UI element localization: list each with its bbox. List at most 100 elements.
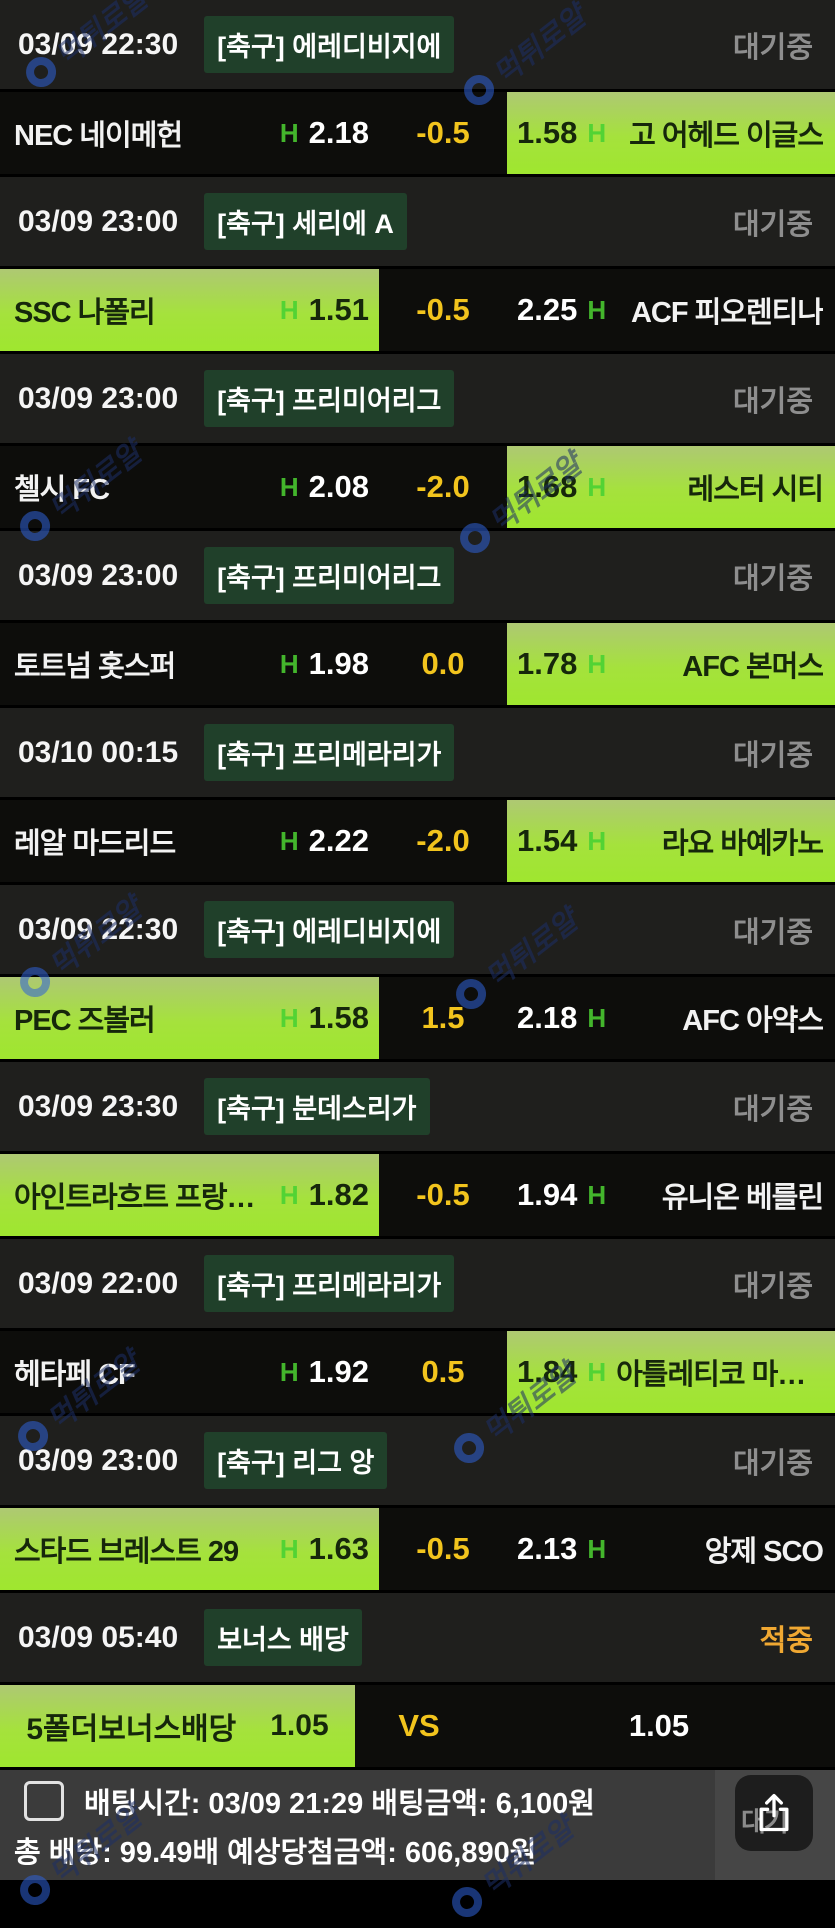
match-time: 03/09 23:30 [18,1089,179,1123]
handicap-number: -0.5 [416,1177,470,1212]
handicap-number: -0.5 [416,1531,470,1566]
home-team-name: NEC 네이메헌 [14,120,183,152]
handicap-h-icon: H [587,294,607,325]
away-team-name: ACF 피오렌티나 [630,297,823,329]
status-badge: 대기중 [732,385,813,418]
handicap-h-icon: H [587,1356,607,1387]
home-odds-value: 1.82 [308,1177,369,1212]
handicap-h-icon: H [279,471,299,502]
handicap-number: 0.5 [421,1354,465,1389]
handicap-h-icon: H [279,1002,299,1033]
match-time: 03/09 22:30 [18,912,179,946]
handicap-h-icon: H [587,825,607,856]
away-pick-cell[interactable]: 2.25 H ACF 피오렌티나 [507,269,835,351]
status-badge: 대기중 [732,739,813,772]
bonus-name: 5폴더보너스배당 [26,1713,237,1746]
home-pick-cell[interactable]: 레알 마드리드 H 2.22 [0,800,379,882]
handicap-value: -0.5 [379,92,507,174]
handicap-value: 0.5 [379,1331,507,1413]
select-bet-checkbox[interactable] [24,1781,64,1821]
away-pick-cell[interactable]: 1.84 H 아틀레티코 마드리드 [507,1331,835,1413]
league-badge: [축구] 에레디비지에 [204,901,455,958]
match-row: 스타드 브레스트 29 H 1.63 -0.5 2.13 H 앙제 SCO [0,1508,835,1590]
handicap-h-icon: H [587,1179,607,1210]
handicap-value: -0.5 [379,269,507,351]
league-badge: [축구] 프리메라리가 [204,724,455,781]
away-pick-cell[interactable]: 1.94 H 유니온 베를린 [507,1154,835,1236]
league-badge: [축구] 세리에 A [204,193,407,250]
home-team-name: SSC 나폴리 [14,297,156,329]
handicap-value: 0.0 [379,623,507,705]
share-icon [759,1793,789,1832]
away-pick-cell[interactable]: 1.58 H 고 어헤드 이글스 [507,92,835,174]
handicap-number: -0.5 [416,292,470,327]
match-row: SSC 나폴리 H 1.51 -0.5 2.25 H ACF 피오렌티나 [0,269,835,351]
bet-summary-line2-row: 총 배당: 99.49배 예상당첨금액: 606,890원 [0,1826,835,1874]
handicap-h-icon: H [279,1356,299,1387]
home-pick-cell[interactable]: 토트넘 홋스퍼 H 1.98 [0,623,379,705]
home-pick-cell[interactable]: 헤타페 CF H 1.92 [0,1331,379,1413]
away-team-name: AFC 본머스 [682,651,823,683]
bet-time-amount-text: 배팅시간: 03/09 21:29 배팅금액: 6,100원 [84,1788,595,1820]
status-badge-hit: 적중 [759,1624,813,1657]
handicap-h-icon: H [587,648,607,679]
home-team-name: 첼시 FC [14,474,110,506]
away-odds-value: 1.54 [517,823,578,858]
bonus-pick-cell[interactable]: 5폴더보너스배당 1.05 [0,1685,355,1767]
status-badge: 대기중 [732,208,813,241]
away-pick-cell[interactable]: 2.13 H 앙제 SCO [507,1508,835,1590]
vs-label: VS [398,1708,440,1743]
away-team-name: 아틀레티코 마드리드 [616,1359,823,1391]
home-odds-value: 2.08 [308,469,369,504]
handicap-h-icon: H [587,1002,607,1033]
home-pick-cell[interactable]: 첼시 FC H 2.08 [0,446,379,528]
away-odds-value: 1.78 [517,646,578,681]
home-pick-cell[interactable]: PEC 즈볼러 H 1.58 [0,977,379,1059]
match-header-row: 03/09 22:30 [축구] 에레디비지에 대기중 [0,885,835,974]
status-badge: 대기중 [732,1447,813,1480]
match-row: 토트넘 홋스퍼 H 1.98 0.0 1.78 H AFC 본머스 [0,623,835,705]
bet-summary-footer: 배팅시간: 03/09 21:29 배팅금액: 6,100원 총 배당: 99.… [0,1770,835,1880]
away-pick-cell[interactable]: 1.78 H AFC 본머스 [507,623,835,705]
league-badge: [축구] 프리미어리그 [204,547,455,604]
handicap-number: 1.5 [421,1000,465,1035]
home-odds-value: 2.18 [308,115,369,150]
handicap-number: -0.5 [416,115,470,150]
bonus-right-value: 1.05 [628,1708,690,1743]
match-time: 03/09 22:30 [18,27,179,61]
league-badge: [축구] 프리미어리그 [204,370,455,427]
handicap-h-icon: H [587,471,607,502]
home-odds-value: 1.98 [308,646,369,681]
league-badge: [축구] 분데스리가 [204,1078,430,1135]
home-pick-cell[interactable]: NEC 네이메헌 H 2.18 [0,92,379,174]
match-header-row: 03/09 23:00 [축구] 프리미어리그 대기중 [0,531,835,620]
home-team-name: 토트넘 홋스퍼 [14,651,176,683]
handicap-number: 0.0 [421,646,465,681]
home-pick-cell[interactable]: 아인트라흐트 프랑크… H 1.82 [0,1154,379,1236]
bonus-row: 5폴더보너스배당 1.05 VS 1.05 [0,1685,835,1767]
handicap-value: -0.5 [379,1508,507,1590]
away-odds-value: 2.25 [517,292,578,327]
match-row: NEC 네이메헌 H 2.18 -0.5 1.58 H 고 어헤드 이글스 [0,92,835,174]
match-header-row: 03/09 22:30 [축구] 에레디비지에 대기중 [0,0,835,89]
handicap-number: -2.0 [416,823,470,858]
handicap-h-icon: H [279,117,299,148]
away-odds-value: 1.84 [517,1354,578,1389]
status-badge: 대기중 [732,1270,813,1303]
handicap-h-icon: H [587,1533,607,1564]
away-pick-cell[interactable]: 2.18 H AFC 아약스 [507,977,835,1059]
home-odds-value: 1.51 [308,292,369,327]
status-badge: 대기중 [732,1093,813,1126]
away-pick-cell[interactable]: 1.54 H 라요 바예카노 [507,800,835,882]
away-team-name: 고 어헤드 이글스 [629,120,823,152]
home-pick-cell[interactable]: SSC 나폴리 H 1.51 [0,269,379,351]
away-pick-cell[interactable]: 1.68 H 레스터 시티 [507,446,835,528]
watermark-logo-icon [446,1880,489,1924]
share-button[interactable]: 대기 [735,1775,813,1851]
home-team-name: 헤타페 CF [14,1359,136,1391]
handicap-value: 1.5 [379,977,507,1059]
home-pick-cell[interactable]: 스타드 브레스트 29 H 1.63 [0,1508,379,1590]
bonus-time: 03/09 05:40 [18,1620,179,1654]
handicap-h-icon: H [279,1533,299,1564]
